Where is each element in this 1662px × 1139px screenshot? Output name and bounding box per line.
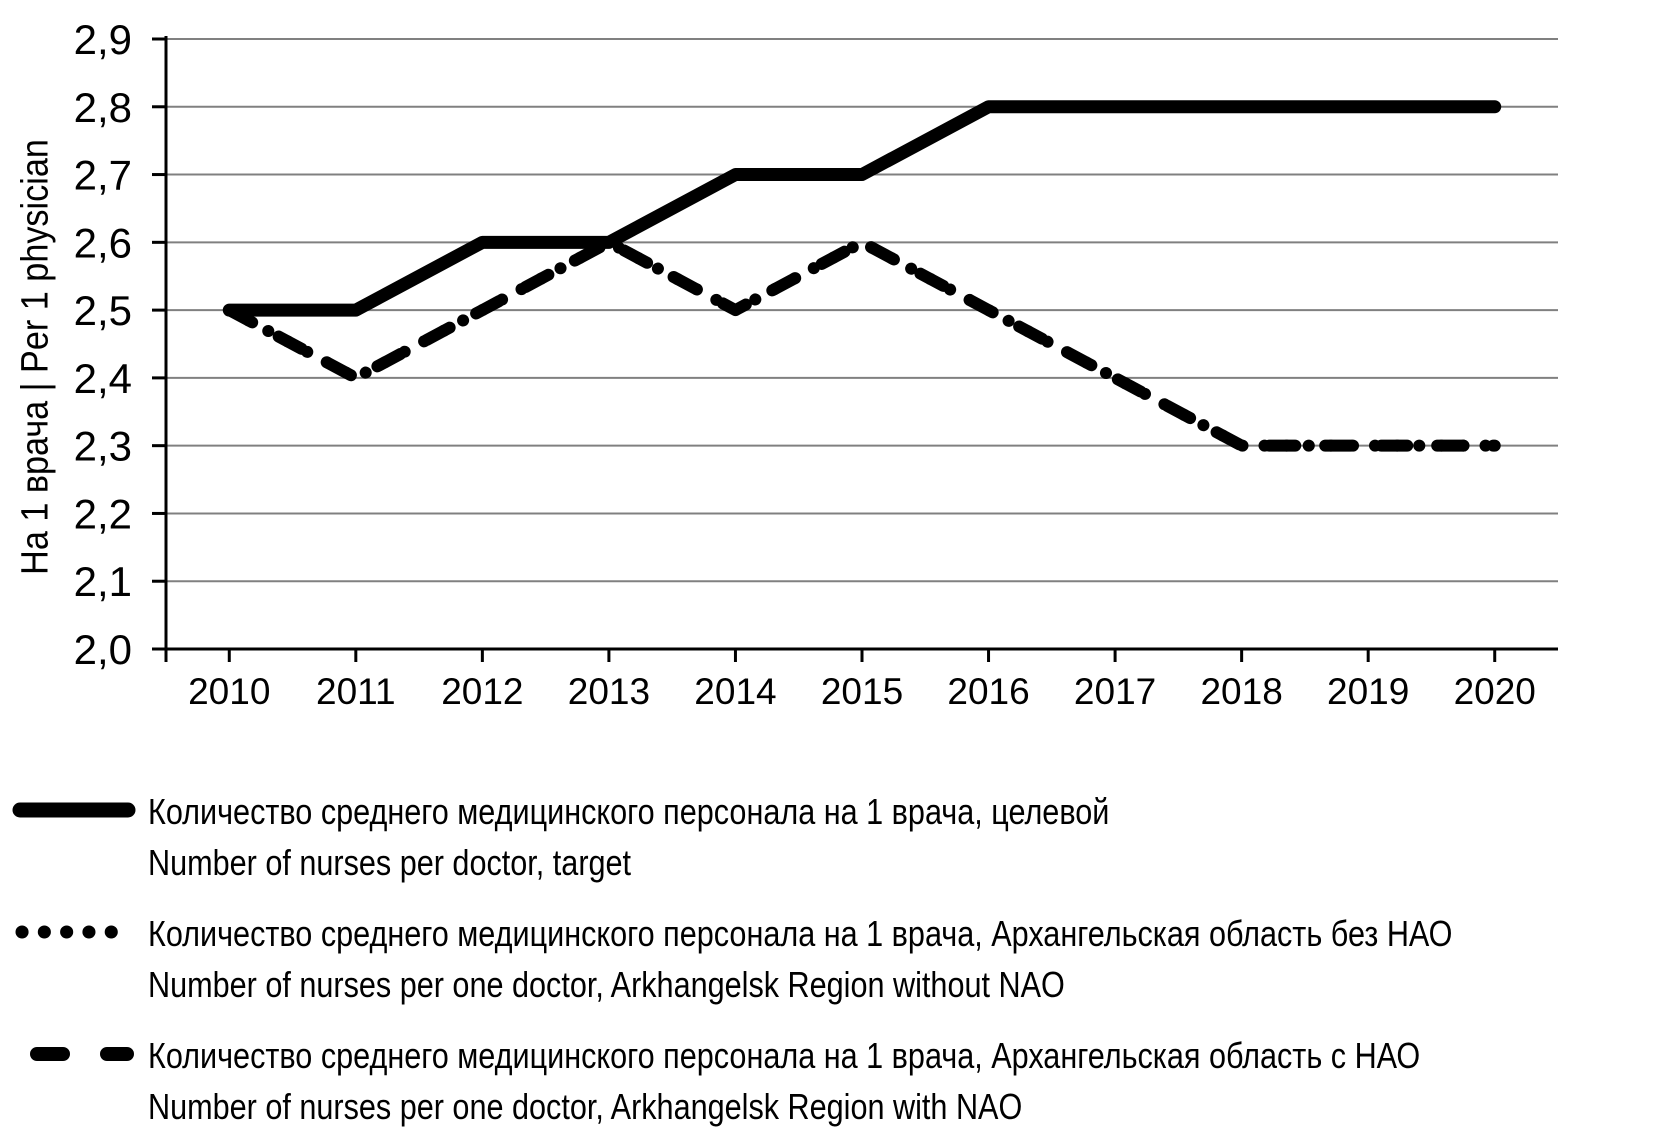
- legend-label-target-en: Number of nurses per doctor, target: [148, 842, 632, 883]
- legend-label-target: Количество среднего медицинского персона…: [148, 786, 1109, 888]
- x-tick-label: 2012: [441, 671, 523, 712]
- x-tick-label: 2015: [821, 671, 903, 712]
- y-tick-label: 2,5: [74, 287, 132, 334]
- legend-item-with-nao: Количество среднего медицинского персона…: [12, 1030, 1645, 1132]
- y-tick-label: 2,0: [74, 626, 132, 673]
- y-tick-labels: 2,0 2,1 2,2 2,3 2,4 2,5 2,6 2,7 2,8 2,9: [74, 16, 132, 673]
- x-tick-label: 2020: [1454, 671, 1536, 712]
- legend-label-without-nao-en: Number of nurses per one doctor, Arkhang…: [148, 964, 1065, 1005]
- y-axis-title: На 1 врача | Per 1 physician: [14, 139, 57, 575]
- x-tick-label: 2011: [316, 671, 396, 712]
- y-tick-label: 2,1: [74, 558, 132, 605]
- series-lines: [222, 100, 1502, 452]
- legend-label-with-nao: Количество среднего медицинского персона…: [148, 1030, 1420, 1132]
- x-tick-label: 2014: [694, 671, 776, 712]
- x-tick-label: 2019: [1327, 671, 1409, 712]
- y-tick-label: 2,8: [74, 84, 132, 131]
- y-tick-label: 2,7: [74, 152, 132, 199]
- legend-label-with-nao-en: Number of nurses per one doctor, Arkhang…: [148, 1086, 1023, 1127]
- legend-item-target: Количество среднего медицинского персона…: [12, 786, 1279, 888]
- legend-label-without-nao-ru: Количество среднего медицинского персона…: [148, 913, 1453, 954]
- y-tick-label: 2,3: [74, 423, 132, 470]
- target-line: [222, 100, 1502, 317]
- dotted-line-marker-icon: [15, 925, 140, 939]
- y-tick-label: 2,9: [74, 16, 132, 63]
- y-tick-label: 2,6: [74, 219, 132, 266]
- x-tick-label: 2018: [1200, 671, 1282, 712]
- x-tick-label: 2010: [188, 671, 270, 712]
- legend-label-with-nao-ru: Количество среднего медицинского персона…: [148, 1035, 1421, 1076]
- line-chart: 2,02,12,22,32,42,52,62,72,82,9 2010 2011 2…: [74, 16, 1558, 712]
- x-tick-labels: 2010 2011 2012 2013 2014 2015 2016 2017 2018 2019…: [188, 671, 1536, 712]
- x-tick-label: 2016: [947, 671, 1029, 712]
- dashed-line-marker-icon: [30, 1047, 134, 1061]
- legend-item-without-nao: Количество среднего медицинского персона…: [12, 908, 1662, 1010]
- solid-line-marker-icon: [12, 802, 136, 818]
- with-nao-line: [223, 236, 1501, 452]
- x-tick-label: 2013: [568, 671, 650, 712]
- legend-label-target-ru: Количество среднего медицинского персона…: [148, 791, 1110, 832]
- gridlines: [166, 38, 1558, 583]
- x-tick-label: 2017: [1074, 671, 1156, 712]
- legend-label-without-nao: Количество среднего медицинского персона…: [148, 908, 1452, 1010]
- x-tick-marks: [227, 649, 1497, 662]
- y-tick-marks: [152, 37, 166, 651]
- y-tick-label: 2,4: [74, 355, 132, 402]
- y-tick-label: 2,2: [74, 490, 132, 537]
